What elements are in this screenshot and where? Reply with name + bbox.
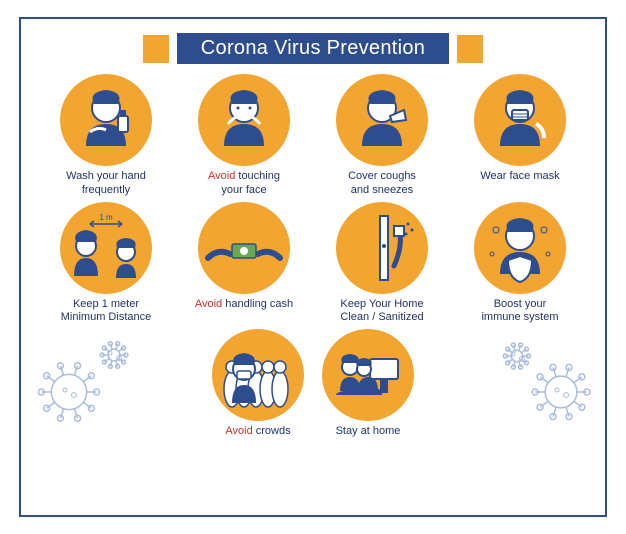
infographic-frame: Corona Virus Prevention Wash your handfr… (19, 17, 607, 517)
infographic-title: Corona Virus Prevention (177, 33, 449, 64)
avoid-face-icon (198, 74, 290, 166)
clean-home-caption: Keep Your HomeClean / Sanitized (340, 298, 423, 326)
tile-stay-home: Stay at home (322, 329, 414, 439)
avoid-crowds-icon (212, 329, 304, 421)
cover-cough-icon (336, 74, 428, 166)
wash-hands-caption: Wash your handfrequently (66, 170, 146, 198)
tile-distance: 1 m Keep 1 meterMinimum Distance (41, 202, 171, 326)
virus-decoration-left (29, 334, 139, 434)
clean-home-icon (336, 202, 428, 294)
svg-text:1 m: 1 m (99, 213, 113, 222)
tile-avoid-crowds: Avoid crowds (212, 329, 304, 439)
tile-avoid-cash: Avoid handling cash (179, 202, 309, 326)
wear-mask-icon (474, 74, 566, 166)
tile-clean-home: Keep Your HomeClean / Sanitized (317, 202, 447, 326)
title-band: Corona Virus Prevention (41, 33, 585, 64)
tile-avoid-face: Avoid touchingyour face (179, 74, 309, 198)
boost-immune-caption: Boost yourimmune system (481, 298, 558, 326)
distance-caption: Keep 1 meterMinimum Distance (61, 298, 151, 326)
wash-hands-icon (60, 74, 152, 166)
tile-cover-cough: Cover coughsand sneezes (317, 74, 447, 198)
title-accent-right (457, 35, 483, 63)
tile-wear-mask: Wear face mask (455, 74, 585, 198)
avoid-cash-caption: Avoid handling cash (195, 298, 293, 312)
title-accent-left (143, 35, 169, 63)
tiles-grid: Wash your handfrequently Avoid touchingy… (41, 74, 585, 439)
boost-immune-icon (474, 202, 566, 294)
tile-wash-hands: Wash your handfrequently (41, 74, 171, 198)
stay-home-caption: Stay at home (336, 425, 401, 439)
cover-cough-caption: Cover coughsand sneezes (348, 170, 416, 198)
avoid-crowds-caption: Avoid crowds (225, 425, 290, 439)
avoid-cash-icon (198, 202, 290, 294)
row3-wrap: Avoid crowds Stay at home (41, 329, 585, 439)
avoid-face-caption: Avoid touchingyour face (208, 170, 280, 198)
stay-home-icon (322, 329, 414, 421)
virus-decoration-right (487, 334, 597, 434)
tile-boost-immune: Boost yourimmune system (455, 202, 585, 326)
wear-mask-caption: Wear face mask (480, 170, 559, 184)
distance-icon: 1 m (60, 202, 152, 294)
